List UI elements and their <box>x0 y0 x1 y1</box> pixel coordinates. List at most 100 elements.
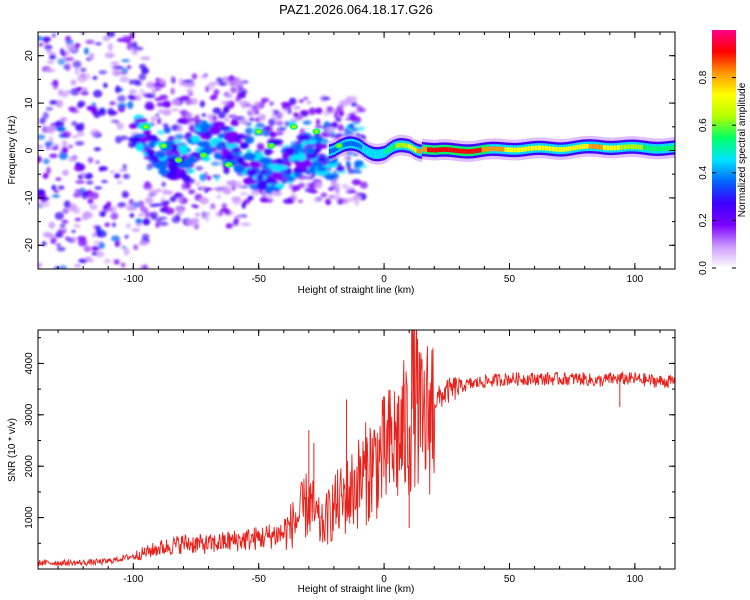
spectrogram-speckle <box>61 140 68 148</box>
ridge-core <box>569 146 572 151</box>
ridge-core <box>608 145 611 151</box>
ridge-core <box>471 148 474 154</box>
spectrogram-speckle <box>233 216 240 225</box>
spectrogram-speckle <box>119 76 130 83</box>
spectrogram-speckle <box>113 65 124 70</box>
ridge-core <box>581 144 584 150</box>
spectrogram-speckle <box>155 113 160 118</box>
spectrogram-speckle <box>63 200 71 209</box>
spectrogram-speckle <box>93 147 101 152</box>
spectrogram-speckle <box>61 131 72 138</box>
spectrogram-speckle <box>335 165 345 172</box>
ridge-core <box>497 146 500 152</box>
spectrogram-speckle <box>149 189 159 195</box>
spectrogram-speckle <box>116 102 127 109</box>
ridge-core <box>548 146 551 151</box>
spectrogram-speckle <box>85 39 95 45</box>
ridge-core <box>462 148 465 154</box>
ridge-core <box>348 141 351 146</box>
spectrogram-band-blob <box>135 142 144 152</box>
ridge-core <box>657 146 660 152</box>
ridge-core <box>437 147 440 153</box>
spectrogram-speckle <box>145 101 154 106</box>
spectrogram-speckle <box>315 118 321 126</box>
spectrogram-speckle <box>248 117 255 122</box>
spectrogram-speckle <box>81 191 88 200</box>
spectrogram-speckle <box>155 77 161 84</box>
spectrogram-ytick-label: 10 <box>24 97 35 109</box>
ridge-core <box>365 148 368 154</box>
spectrogram-speckle <box>104 52 115 59</box>
figure-title: PAZ1.2026.064.18.17.G26 <box>279 2 433 17</box>
spectrogram-speckle <box>345 186 355 191</box>
spectrogram-speckle <box>76 131 85 137</box>
spectrogram-speckle <box>70 79 77 86</box>
spectrogram-speckle <box>45 106 54 111</box>
spectrogram-speckle <box>321 96 331 101</box>
spectrogram-speckle <box>114 240 120 248</box>
spectrogram-band-blob <box>216 143 223 151</box>
spectrogram-speckle <box>345 160 351 168</box>
spectrogram-speckle <box>94 42 102 46</box>
spectrogram-band-blob <box>288 151 295 156</box>
spectrogram-speckle <box>200 185 206 191</box>
spectrogram-speckle <box>83 256 93 261</box>
spectrogram-speckle <box>38 262 43 268</box>
spectrogram-speckle <box>135 218 143 224</box>
spectrogram-band-blob <box>242 162 250 169</box>
spectrogram-speckle <box>56 243 61 248</box>
ridge-core <box>625 144 628 150</box>
spectrogram-speckle <box>88 52 95 61</box>
spectrogram-speckle <box>169 195 177 203</box>
spectrogram-speckle <box>151 88 157 95</box>
ridge-core <box>446 147 449 153</box>
spectrogram-speckle <box>45 166 51 175</box>
spectrogram-speckle <box>121 190 129 199</box>
spectrogram-speckle <box>206 175 212 181</box>
spectrogram-speckle <box>226 180 236 187</box>
spectrogram-speckle <box>177 124 183 133</box>
ridge-core <box>539 145 542 151</box>
spectrogram-speckle <box>64 63 71 72</box>
spectrogram-ytick-label: 0 <box>24 147 35 153</box>
spectrogram-speckle <box>310 173 316 178</box>
ridge-core <box>392 144 395 150</box>
spectrogram-speckle <box>186 168 196 174</box>
spectrogram-speckle <box>66 43 75 51</box>
ridge-core <box>427 147 430 153</box>
colorbar-tick-label: 0.0 <box>698 261 709 275</box>
ridge-core <box>550 146 553 152</box>
spectrogram-speckle <box>76 103 83 109</box>
spectrogram-band-blob <box>225 153 234 162</box>
spectrogram-speckle <box>62 208 70 214</box>
spectrogram-speckle <box>110 235 121 242</box>
ridge-core <box>432 147 435 153</box>
ridge-core <box>395 143 398 149</box>
spectrogram-speckle <box>205 211 210 216</box>
spectrogram-speckle <box>80 172 87 176</box>
ridge-core <box>486 146 489 152</box>
spectrogram-speckle <box>71 229 76 233</box>
spectrogram-speckle <box>126 207 137 211</box>
spectrogram-strong-core <box>291 125 296 129</box>
spectrogram-speckle <box>68 156 78 162</box>
spectrogram-speckle <box>101 180 108 184</box>
spectrogram-speckle <box>117 202 127 207</box>
spectrogram-strong-core <box>336 144 341 148</box>
spectrogram-content <box>38 32 675 269</box>
ridge-core <box>669 145 672 151</box>
spectrogram-speckle <box>92 76 98 80</box>
spectrogram-speckle <box>48 221 56 229</box>
colorbar-label: Normalized spectral amplitude <box>737 82 748 217</box>
spectrogram-speckle <box>104 222 111 227</box>
spectrogram-strong-core <box>201 153 206 157</box>
ridge-core <box>364 147 367 153</box>
spectrogram-speckle <box>46 125 57 132</box>
spectrogram-speckle <box>133 244 139 251</box>
spectrogram-speckle <box>310 189 317 194</box>
ridge-core <box>353 141 356 147</box>
ridge-core <box>502 147 505 152</box>
ridge-core <box>495 146 498 152</box>
spectrogram-speckle <box>114 173 121 179</box>
